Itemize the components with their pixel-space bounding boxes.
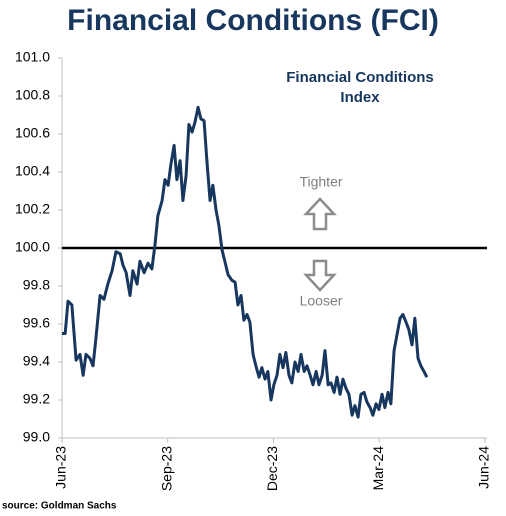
source: source: Goldman Sachs [2,501,117,512]
y-tick-label: 100.8 [15,87,50,103]
x-tick-label: Jun-24 [476,446,492,489]
y-tick-label: 99.8 [23,277,50,293]
y-tick-label: 100.2 [15,201,50,217]
annotation: Index [340,89,380,106]
y-tick-label: 100.6 [15,125,50,141]
annotation: Looser [300,293,343,309]
arrow-up [303,197,337,231]
y-tick-label: 100.4 [15,163,50,179]
y-tick-label: 99.4 [23,353,50,369]
annotation: Tighter [299,174,342,190]
data-line [62,105,429,419]
chart-title: Financial Conditions (FCI) [67,4,439,37]
annotation: Financial Conditions [286,69,434,86]
y-tick-label: 99.6 [23,315,50,331]
y-tick-label: 99.2 [23,391,50,407]
y-tick-label: 99.0 [23,429,50,445]
y-tick-label: 100.0 [15,239,50,255]
y-tick-label: 101.0 [15,49,50,65]
x-tick-label: Dec-23 [264,446,280,491]
x-tick-label: Mar-24 [370,446,386,491]
x-tick-label: Jun-23 [53,446,69,489]
arrow-down [303,259,337,292]
x-tick-label: Sep-23 [158,446,174,491]
